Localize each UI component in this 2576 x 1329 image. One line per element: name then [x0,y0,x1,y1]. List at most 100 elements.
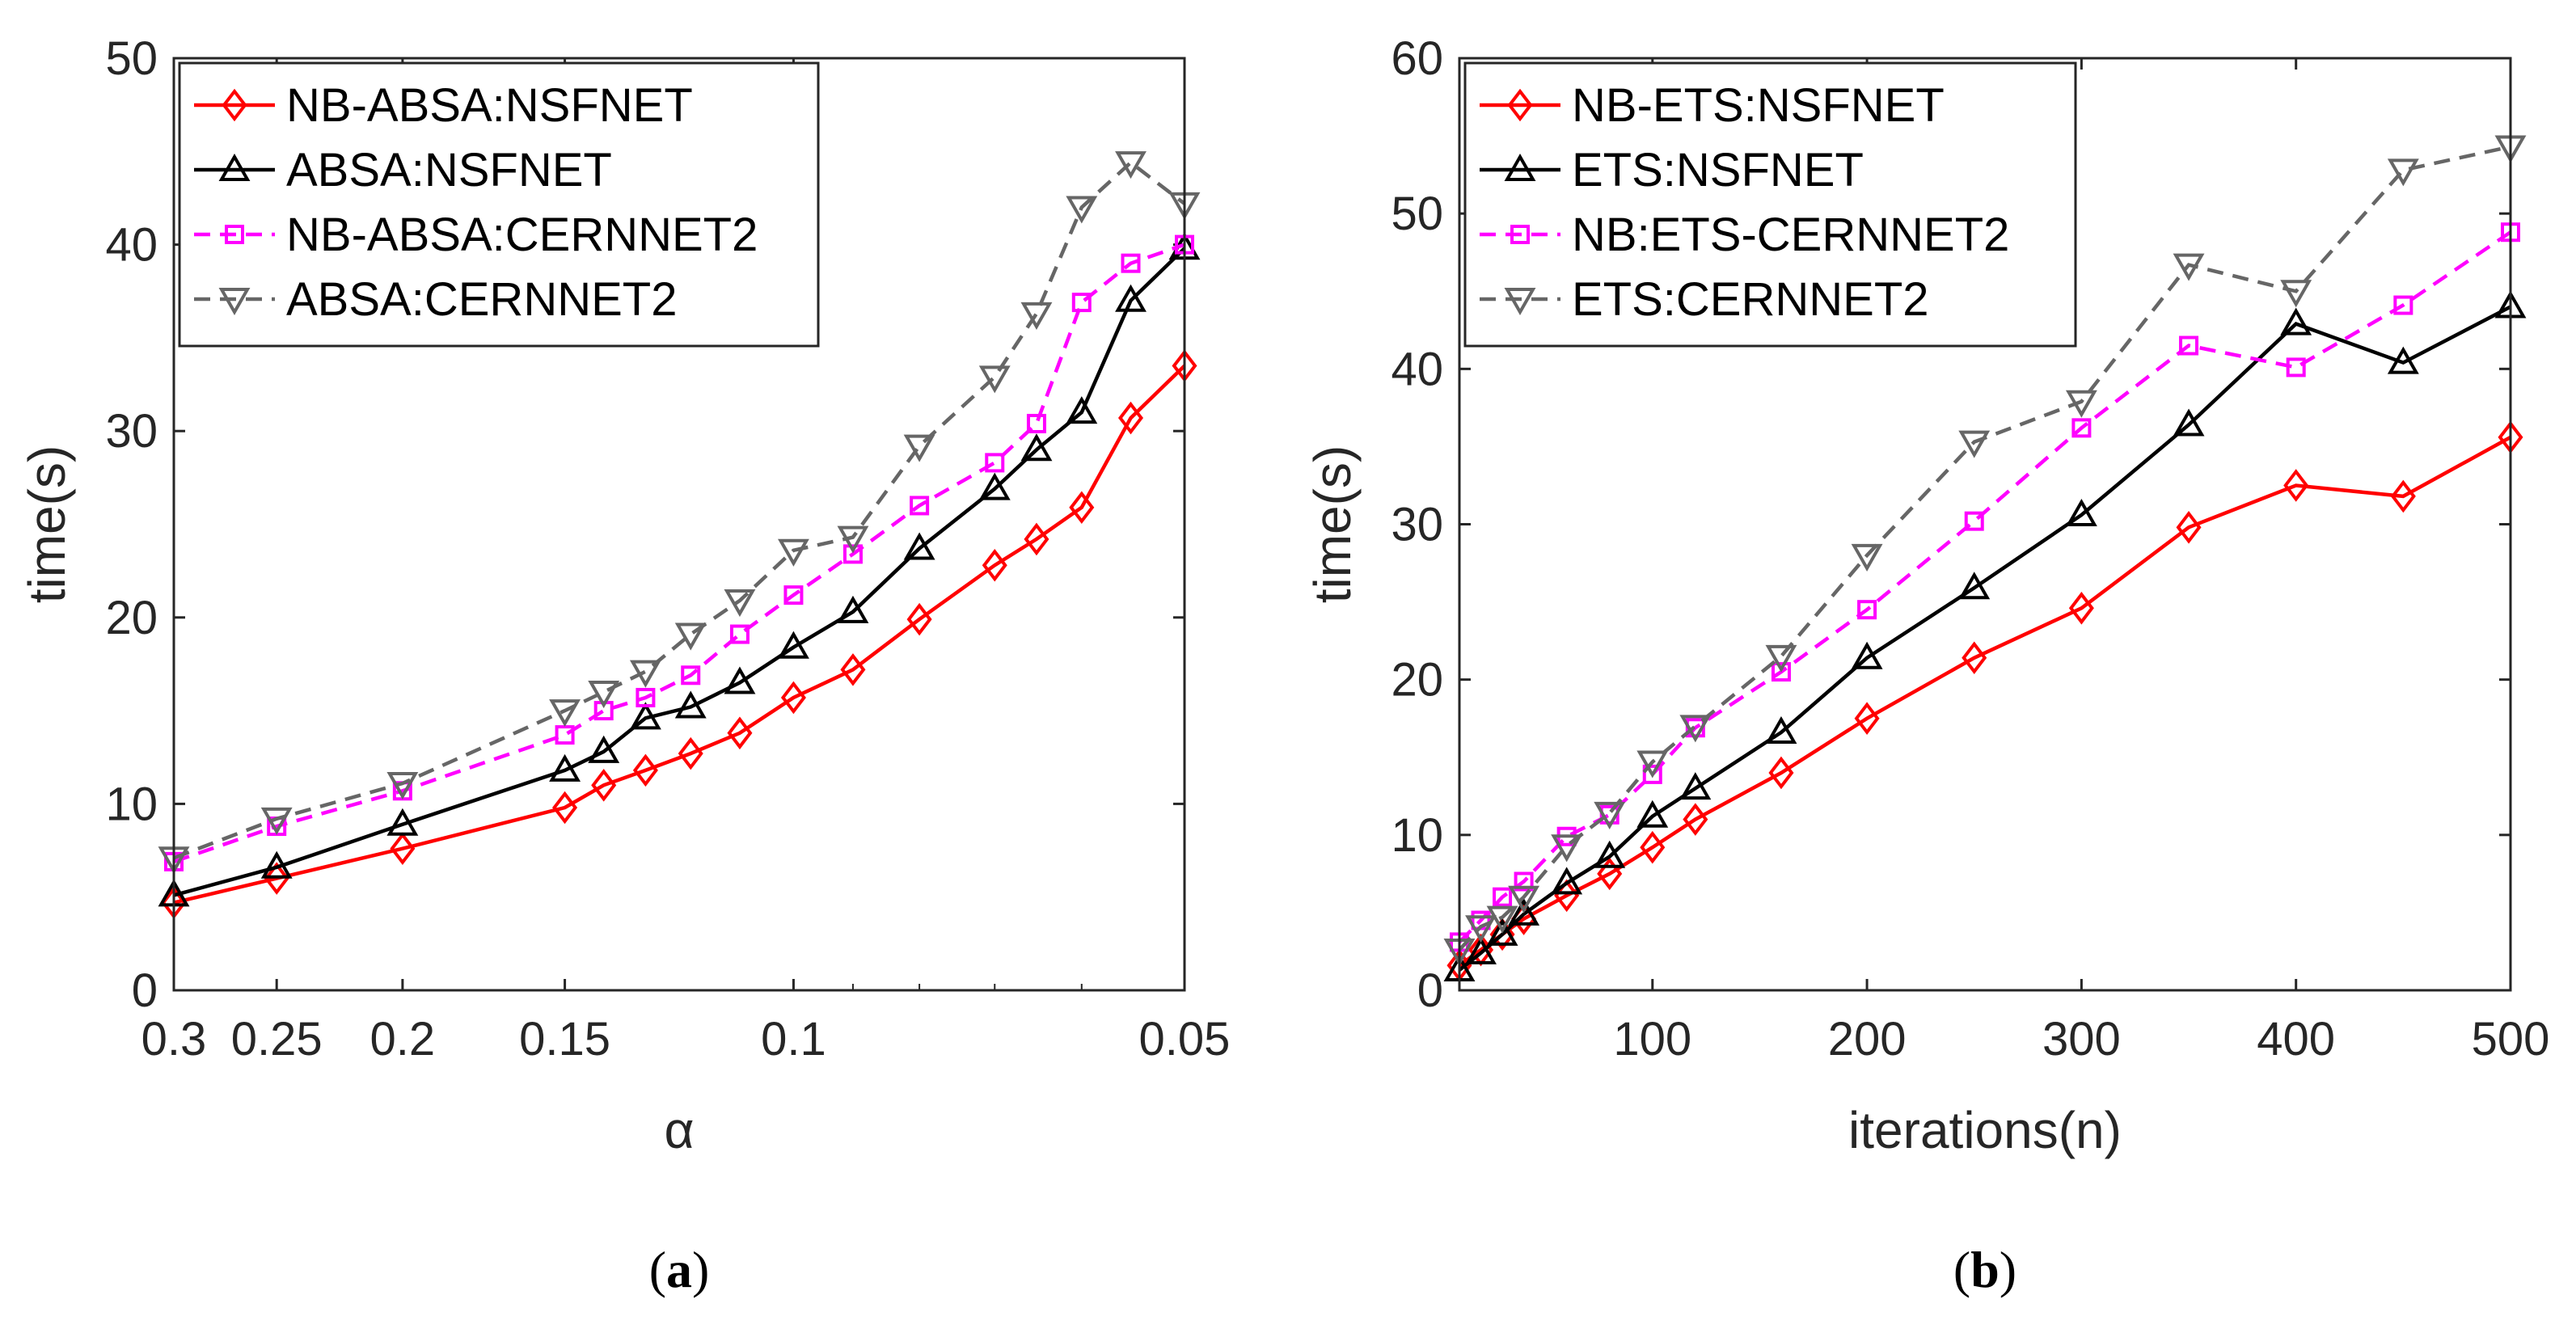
x-axis-label: α [665,1101,695,1159]
data-point [588,735,620,763]
legend-entry: NB:ETS-CERNNET2 [1480,209,2009,261]
data-point [1636,750,1669,778]
data-point [1683,803,1708,836]
data-point [978,365,1011,394]
data-point [840,653,866,686]
data-point [724,666,756,694]
data-point [1026,413,1046,433]
data-point [1465,915,1497,943]
data-point [906,602,932,636]
legend: NB-ABSA:NSFNET ABSA:NSFNET NB-ABSA:CERNNET… [178,61,820,348]
data-point [1636,800,1669,828]
panel-caption: (b) [1953,1241,2016,1298]
data-point [1486,918,1518,946]
data-point [1768,756,1794,790]
y-tick-label: 30 [1391,499,1443,551]
data-point [549,699,581,728]
chart-panel-b: 0 10 20 30 40 50 60 100 200 300 400 500 time(s) ite… [1303,32,2549,1298]
x-tick-label: 500 [2472,1013,2550,1065]
data-point [777,631,809,659]
data-point [591,769,617,802]
data-point [1493,887,1513,907]
data-point [2173,408,2205,437]
data-point [674,622,707,651]
series-NB-ETS:NSFNET [1446,420,2523,982]
data-point [2286,357,2306,378]
data-point [2280,280,2312,308]
data-point [629,660,661,688]
data-point [2179,335,2199,356]
series-NB-ABSA:NSFNET [161,349,1197,919]
legend-label: NB-ABSA:CERNNET2 [286,209,758,261]
legend-entry: ABSA:CERNNET2 [194,273,677,326]
legend-label: ETS:CERNNET2 [1572,273,1929,326]
data-point [2280,307,2312,335]
y-tick-label: 0 [1417,964,1443,1017]
data-point [264,862,289,895]
data-point [632,753,658,787]
data-point [1765,644,1797,673]
legend-entry: ETS:NSFNET [1480,144,1864,196]
data-point [978,472,1011,500]
y-tick-label: 60 [1391,32,1443,85]
y-tick-label: 40 [105,219,158,272]
plot-frame [172,57,1186,992]
data-point [1069,491,1095,525]
legend-label: ABSA:CERNNET2 [286,273,677,326]
data-point [2387,346,2419,374]
data-point [2283,469,2309,502]
data-point [982,548,1007,582]
legend-label: NB:ETS-CERNNET2 [1572,209,2009,261]
y-tick-label: 40 [1391,343,1443,395]
data-point [1851,641,1883,669]
series-line [1458,145,2511,951]
data-point [1857,600,1877,620]
data-point [386,808,419,836]
y-tick-label: 20 [1391,654,1443,707]
legend-marker [1507,88,1533,122]
data-point [903,532,935,560]
data-point [1958,572,1991,600]
data-point [842,544,863,564]
data-point [2393,295,2413,315]
data-point [1771,662,1791,682]
data-point [729,624,750,644]
data-point [674,690,707,719]
data-point [1962,641,1987,675]
data-point [1117,401,1144,435]
data-point [1508,885,1540,913]
series-ETS:NSFNET [1443,290,2527,982]
data-point [2068,591,2094,625]
legend-label: ABSA:NSFNET [286,144,612,196]
data-point [2173,253,2205,281]
data-point [1020,302,1053,330]
data-point [2065,390,2097,418]
data-point [1642,764,1662,784]
data-point [1679,772,1712,800]
data-point [681,665,701,686]
data-point [1551,834,1583,863]
data-point [1465,936,1497,964]
data-point [1551,867,1583,895]
data-point [678,736,703,770]
y-tick-label: 20 [105,592,158,644]
y-tick-label: 30 [105,405,158,458]
data-point [1851,543,1883,572]
data-point [629,702,661,730]
data-point [777,538,809,567]
data-point [1594,801,1626,829]
data-point [2390,479,2416,513]
y-tick-label: 10 [105,778,158,830]
legend-marker [218,288,251,316]
data-point [636,687,656,707]
data-point [837,595,869,623]
y-tick-label: 50 [105,32,158,85]
legend-label: NB-ETS:NSFNET [1572,79,1945,132]
series-line [173,247,1186,897]
data-point [549,753,581,782]
legend-marker [1510,225,1530,244]
data-point [724,589,756,618]
panel-caption: (a) [649,1241,710,1298]
data-point [837,525,869,554]
